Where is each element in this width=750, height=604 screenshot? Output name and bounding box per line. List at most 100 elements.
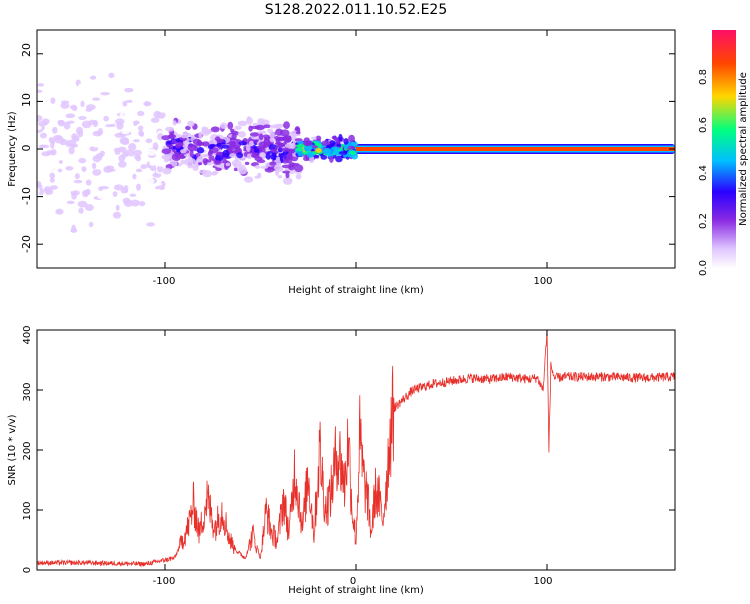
spectrogram-ytick-0: 0 xyxy=(20,145,33,152)
colorbar-tick-0.2: 0.2 xyxy=(698,213,709,229)
heatmap-cell xyxy=(57,119,65,126)
heatmap-cell xyxy=(246,153,253,160)
heatmap-cell xyxy=(97,127,104,135)
heatmap-cell xyxy=(208,139,218,145)
heatmap-cell xyxy=(132,173,137,180)
heatmap-cell xyxy=(287,135,292,143)
heatmap-cell xyxy=(145,207,156,216)
snr-panel: -100 0 100 Height of straight line (km) … xyxy=(7,325,676,596)
heatmap-cell xyxy=(187,143,196,152)
heatmap-cell xyxy=(85,108,93,112)
heatmap-cell xyxy=(201,141,210,147)
heatmap-cell xyxy=(57,168,63,173)
heatmap-cell xyxy=(123,185,129,193)
snr-ytick-400: 400 xyxy=(22,325,33,344)
heatmap-cell xyxy=(180,152,187,159)
snr-xlabel: Height of straight line (km) xyxy=(288,585,424,596)
heatmap-cell xyxy=(303,141,313,147)
heatmap-cell xyxy=(133,149,143,156)
heatmap-cell xyxy=(113,63,120,69)
heatmap-cell xyxy=(154,189,163,195)
heatmap-cell xyxy=(132,243,141,247)
heatmap-cell xyxy=(187,164,194,169)
heatmap-cell xyxy=(128,138,133,144)
heatmap-cell xyxy=(40,144,50,149)
heatmap-cell xyxy=(282,170,291,174)
heatmap-cell xyxy=(236,152,244,159)
heatmap-cell xyxy=(89,146,99,152)
heatmap-cell xyxy=(297,143,302,148)
heatmap-cell xyxy=(116,122,124,130)
heatmap-cell xyxy=(144,100,149,107)
heatmap-cell xyxy=(325,144,332,149)
heatmap-cell xyxy=(146,148,157,156)
heatmap-cell xyxy=(52,104,58,113)
heatmap-cell xyxy=(66,120,75,124)
heatmap-cell xyxy=(215,153,224,162)
heatmap-cell xyxy=(52,110,58,118)
spectrogram-ytick-neg20: -20 xyxy=(20,235,33,253)
heatmap-cell xyxy=(58,200,64,206)
heatmap-cell xyxy=(114,132,125,138)
heatmap-cell xyxy=(192,165,199,171)
heatmap-cell xyxy=(115,204,120,211)
heatmap-cell xyxy=(72,106,78,112)
heatmap-cell xyxy=(295,173,302,180)
heatmap-cell xyxy=(203,160,208,166)
spectrogram-xtick-neg100: -100 xyxy=(153,276,176,287)
heatmap-cell xyxy=(137,125,144,131)
spectrogram-panel: -100 100 Height of straight line (km) -2… xyxy=(7,29,676,296)
heatmap-cell xyxy=(230,128,235,133)
heatmap-cell xyxy=(98,159,106,167)
heatmap-cell xyxy=(56,67,62,73)
heatmap-cell xyxy=(320,155,328,160)
heatmap-cell xyxy=(85,179,92,186)
heatmap-cell xyxy=(221,144,230,149)
heatmap-cell xyxy=(227,121,234,130)
heatmap-cell xyxy=(303,137,310,143)
heatmap-cell xyxy=(113,147,121,153)
heatmap-cell xyxy=(265,152,271,160)
heatmap-cell xyxy=(77,200,88,208)
heatmap-cell xyxy=(238,167,248,175)
heatmap-cell xyxy=(51,119,58,128)
heatmap-cell xyxy=(121,129,130,135)
heatmap-cell xyxy=(172,120,177,126)
snr-series-line xyxy=(37,330,675,568)
heatmap-cell xyxy=(37,181,42,187)
heatmap-cell xyxy=(117,160,127,168)
heatmap-cell xyxy=(84,204,94,212)
heatmap-cell xyxy=(105,124,114,128)
heatmap-cell xyxy=(237,120,248,127)
heatmap-cell xyxy=(171,139,177,144)
heatmap-cell xyxy=(70,184,76,192)
heatmap-cell xyxy=(271,152,277,157)
heatmap-cell xyxy=(88,153,93,161)
heatmap-cell xyxy=(269,161,277,166)
heatmap-cell xyxy=(196,147,205,154)
heatmap-cell xyxy=(50,97,56,104)
heatmap-cell xyxy=(283,121,290,130)
heatmap-cell xyxy=(166,144,174,149)
heatmap-cell xyxy=(124,155,135,162)
heatmap-cell xyxy=(133,139,140,143)
heatmap-cell xyxy=(279,129,290,137)
heatmap-cell xyxy=(60,100,70,104)
heatmap-cell xyxy=(112,191,118,197)
heatmap-cell xyxy=(220,122,228,129)
heatmap-cell xyxy=(210,126,220,133)
heatmap-cell xyxy=(39,132,48,139)
heatmap-cell xyxy=(131,81,138,86)
heatmap-cell xyxy=(315,135,322,141)
heatmap-cell xyxy=(153,110,162,119)
heatmap-cell xyxy=(113,184,124,191)
heatmap-cell xyxy=(103,115,109,122)
heatmap-cell xyxy=(225,162,231,167)
heatmap-cell xyxy=(49,172,56,179)
snr-ticks xyxy=(37,329,675,571)
heatmap-cell xyxy=(331,136,337,140)
heatmap-cell xyxy=(38,187,44,196)
heatmap-cell xyxy=(77,83,85,91)
heatmap-cell xyxy=(37,139,42,145)
